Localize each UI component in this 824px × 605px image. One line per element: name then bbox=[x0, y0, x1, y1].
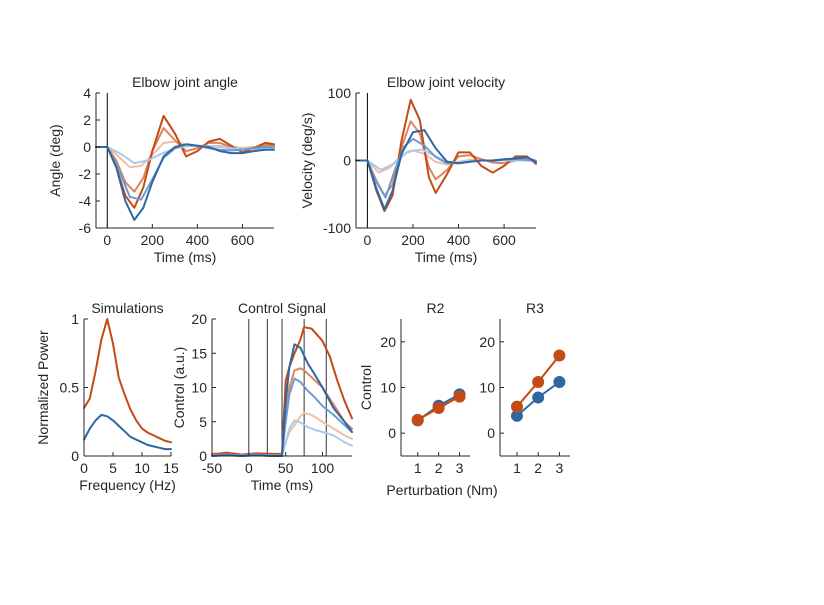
r3-xtick-label-2: 3 bbox=[555, 460, 563, 476]
velocity-xtick-label-3: 600 bbox=[492, 232, 516, 248]
control-ytick-label-0: 0 bbox=[199, 448, 207, 464]
chart-r3: 1 2 3 0 10 20 R3 bbox=[479, 300, 570, 476]
angle-ytick-label-3: 0 bbox=[83, 139, 91, 155]
velocity-series-2 bbox=[355, 98, 537, 213]
r3-xtick-label-0: 1 bbox=[513, 460, 521, 476]
r3-ytick-label-1: 10 bbox=[479, 380, 495, 396]
r3-series-1-point-2 bbox=[553, 349, 566, 362]
shared-xlabel-perturbation: Perturbation (Nm) bbox=[386, 482, 497, 498]
angle-xtick-label-0: 0 bbox=[103, 232, 111, 248]
r3-series-1-point-0 bbox=[510, 400, 523, 413]
simulations-series-0 bbox=[83, 318, 172, 444]
simulations-series-1 bbox=[83, 413, 172, 451]
velocity-title: Elbow joint velocity bbox=[387, 74, 505, 90]
r3-ytick-label-2: 20 bbox=[479, 334, 495, 350]
r2-series-1-point-0 bbox=[411, 413, 424, 426]
velocity-ytick-label-2: 100 bbox=[328, 85, 352, 101]
simulations-ytick-label-2: 1 bbox=[71, 311, 79, 327]
control-ytick-label-2: 10 bbox=[191, 380, 207, 396]
velocity-xtick-label-2: 400 bbox=[447, 232, 471, 248]
chart-r2: 1 2 3 0 10 20 R2 Control bbox=[358, 300, 470, 476]
angle-title: Elbow joint angle bbox=[132, 74, 238, 90]
simulations-xtick-label-0: 0 bbox=[80, 460, 88, 476]
r3-xtick-label-1: 2 bbox=[534, 460, 542, 476]
control-xlabel: Time (ms) bbox=[251, 477, 313, 493]
velocity-ytick-label-0: -100 bbox=[323, 220, 351, 236]
angle-xtick-label-3: 600 bbox=[231, 232, 255, 248]
simulations-xtick-label-1: 5 bbox=[109, 460, 117, 476]
control-ytick-label-1: 5 bbox=[199, 414, 207, 430]
velocity-series-5 bbox=[355, 129, 537, 211]
angle-ytick-label-5: 4 bbox=[83, 85, 91, 101]
r2-ytick-label-0: 0 bbox=[388, 425, 396, 441]
angle-series-5 bbox=[95, 143, 275, 221]
r2-ytick-label-2: 20 bbox=[380, 334, 396, 350]
control-title: Control Signal bbox=[238, 300, 326, 316]
angle-xtick-label-1: 200 bbox=[141, 232, 165, 248]
r3-series-1-point-1 bbox=[532, 376, 545, 389]
angle-ylabel: Angle (deg) bbox=[47, 124, 63, 196]
simulations-ytick-label-0: 0 bbox=[71, 448, 79, 464]
simulations-xlabel: Frequency (Hz) bbox=[79, 477, 175, 493]
control-ylabel: Control (a.u.) bbox=[171, 347, 187, 429]
chart-simulations: 0 5 10 15 0 0.5 1 Simulations Frequency (Hz) Norm… bbox=[35, 300, 179, 493]
angle-ytick-label-1: -4 bbox=[79, 193, 92, 209]
control-xtick-label-1: 0 bbox=[245, 460, 253, 476]
velocity-xlabel: Time (ms) bbox=[415, 249, 477, 265]
r2-title: R2 bbox=[427, 300, 445, 316]
r2-xtick-label-0: 1 bbox=[414, 460, 422, 476]
control-ytick-label-3: 15 bbox=[191, 345, 207, 361]
angle-xtick-label-2: 400 bbox=[186, 232, 210, 248]
r2-xtick-label-2: 3 bbox=[456, 460, 464, 476]
control-series-2 bbox=[211, 326, 353, 456]
r3-series-0-point-2 bbox=[553, 376, 566, 389]
r3-series-0-point-1 bbox=[532, 391, 545, 404]
r2-series-1-point-1 bbox=[432, 402, 445, 415]
velocity-ylabel: Velocity (deg/s) bbox=[299, 113, 315, 209]
velocity-xtick-label-0: 0 bbox=[363, 232, 371, 248]
r2-ylabel: Control bbox=[358, 365, 374, 410]
velocity-ytick-label-1: 0 bbox=[343, 153, 351, 169]
simulations-xtick-label-3: 15 bbox=[163, 460, 179, 476]
control-xtick-label-0: -50 bbox=[202, 460, 222, 476]
angle-ytick-label-0: -6 bbox=[79, 220, 92, 236]
simulations-title: Simulations bbox=[91, 300, 163, 316]
control-ytick-label-4: 20 bbox=[191, 311, 207, 327]
r2-series-1-point-2 bbox=[453, 390, 466, 403]
control-xtick-label-3: 100 bbox=[311, 460, 335, 476]
simulations-xtick-label-2: 10 bbox=[134, 460, 150, 476]
angle-xlabel: Time (ms) bbox=[154, 249, 216, 265]
velocity-xtick-label-1: 200 bbox=[401, 232, 425, 248]
angle-ytick-label-2: -2 bbox=[79, 166, 92, 182]
simulations-ytick-label-1: 0.5 bbox=[60, 380, 80, 396]
control-xtick-label-2: 50 bbox=[278, 460, 294, 476]
chart-angle: 0 200 400 600 -6 -4 -2 0 2 4 Elbow joint angle Time… bbox=[47, 74, 275, 265]
r2-ytick-label-1: 10 bbox=[380, 380, 396, 396]
r3-ytick-label-0: 0 bbox=[487, 425, 495, 441]
r2-xtick-label-1: 2 bbox=[435, 460, 443, 476]
r3-title: R3 bbox=[526, 300, 544, 316]
simulations-ylabel: Normalized Power bbox=[35, 330, 51, 445]
chart-velocity: 0 200 400 600 -100 0 100 Elbow joint velocity Ti… bbox=[299, 74, 537, 265]
angle-ytick-label-4: 2 bbox=[83, 112, 91, 128]
